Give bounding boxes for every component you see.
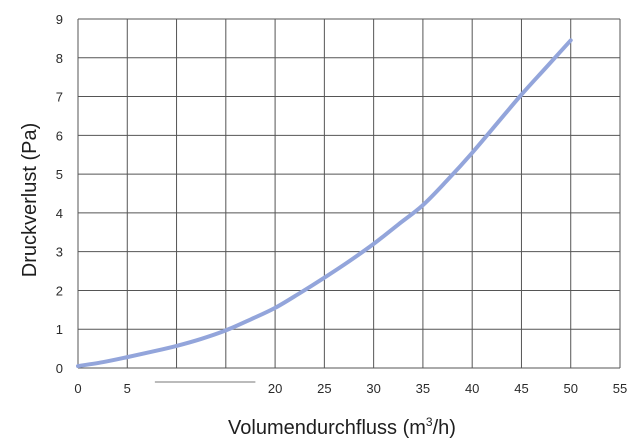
x-tick-label: 5 bbox=[124, 381, 131, 396]
x-tick-label: 25 bbox=[317, 381, 331, 396]
x-axis-title: Volumendurchfluss (m3/h) bbox=[228, 415, 456, 439]
x-tick-label: 45 bbox=[514, 381, 528, 396]
grid bbox=[77, 18, 621, 383]
x-tick-label: 30 bbox=[366, 381, 380, 396]
x-tick-label: 35 bbox=[416, 381, 430, 396]
x-tick-label: 55 bbox=[613, 381, 627, 396]
x-tick-label: 20 bbox=[268, 381, 282, 396]
y-tick-labels: 0 1 2 3 4 5 6 7 8 9 bbox=[56, 12, 63, 376]
y-tick-label: 9 bbox=[56, 12, 63, 27]
x-tick-label: 0 bbox=[74, 381, 81, 396]
y-tick-label: 5 bbox=[56, 167, 63, 182]
y-tick-label: 1 bbox=[56, 322, 63, 337]
x-tick-label: 50 bbox=[563, 381, 577, 396]
x-tick-labels: 0 5 20 25 30 35 40 45 50 55 bbox=[74, 381, 627, 396]
y-tick-label: 2 bbox=[56, 283, 63, 298]
series-line-0 bbox=[76, 38, 573, 369]
y-axis-title: Druckverlust (Pa) bbox=[19, 123, 41, 277]
x-axis-title-main: Volumendurchfluss (m bbox=[228, 417, 426, 439]
x-axis-title-superscript: 3 bbox=[426, 415, 433, 429]
y-tick-label: 6 bbox=[56, 128, 63, 143]
x-axis-title-end: /h) bbox=[433, 417, 456, 439]
y-tick-label: 0 bbox=[56, 361, 63, 376]
series-layer bbox=[76, 38, 573, 369]
y-tick-label: 8 bbox=[56, 51, 63, 66]
y-tick-label: 3 bbox=[56, 245, 63, 260]
y-tick-label: 4 bbox=[56, 206, 63, 221]
y-tick-label: 7 bbox=[56, 90, 63, 105]
x-tick-label: 40 bbox=[465, 381, 479, 396]
